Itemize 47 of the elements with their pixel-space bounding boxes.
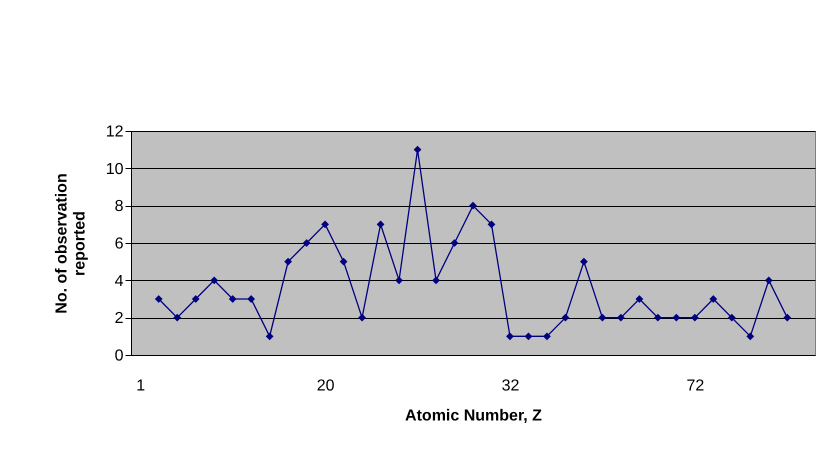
x-tick-label: 1	[136, 378, 146, 394]
y-tick-label: 0	[114, 348, 124, 364]
point	[376, 220, 384, 228]
x-tick-label: 32	[502, 378, 520, 394]
point	[395, 276, 403, 284]
x-tick-label: 72	[686, 378, 704, 394]
point	[764, 276, 773, 284]
point	[192, 295, 200, 303]
point	[358, 314, 366, 322]
y-tick-label: 4	[114, 272, 124, 290]
point	[488, 220, 496, 228]
point	[746, 332, 754, 340]
point	[654, 314, 662, 322]
point	[284, 258, 292, 266]
point	[266, 332, 274, 340]
point	[247, 295, 256, 303]
point	[562, 314, 570, 322]
point	[302, 239, 310, 247]
point	[210, 276, 218, 284]
point	[690, 314, 699, 322]
point	[154, 295, 163, 303]
y-tick-label: 2	[114, 310, 124, 328]
x-axis-title: Atomic Number, Z	[405, 408, 542, 424]
point	[450, 239, 458, 247]
point	[173, 314, 182, 322]
y-tick-label: 10	[106, 160, 124, 178]
y-tick-label: 8	[114, 198, 124, 216]
point	[598, 314, 606, 322]
point	[524, 332, 532, 340]
point	[636, 295, 644, 303]
point	[228, 295, 237, 303]
point	[469, 202, 477, 210]
y-axis-title: No. of observation reported	[54, 173, 89, 314]
point	[617, 314, 625, 322]
point	[672, 314, 680, 322]
point	[506, 332, 514, 340]
point	[543, 332, 551, 340]
point	[321, 220, 329, 228]
point	[728, 314, 736, 322]
point	[340, 258, 348, 266]
point	[580, 258, 588, 266]
point	[709, 295, 718, 303]
point	[783, 314, 792, 322]
point	[432, 276, 440, 284]
y-tick-label: 6	[114, 236, 124, 252]
y-tick-label: 12	[106, 124, 124, 140]
x-tick-label: 20	[316, 378, 335, 394]
